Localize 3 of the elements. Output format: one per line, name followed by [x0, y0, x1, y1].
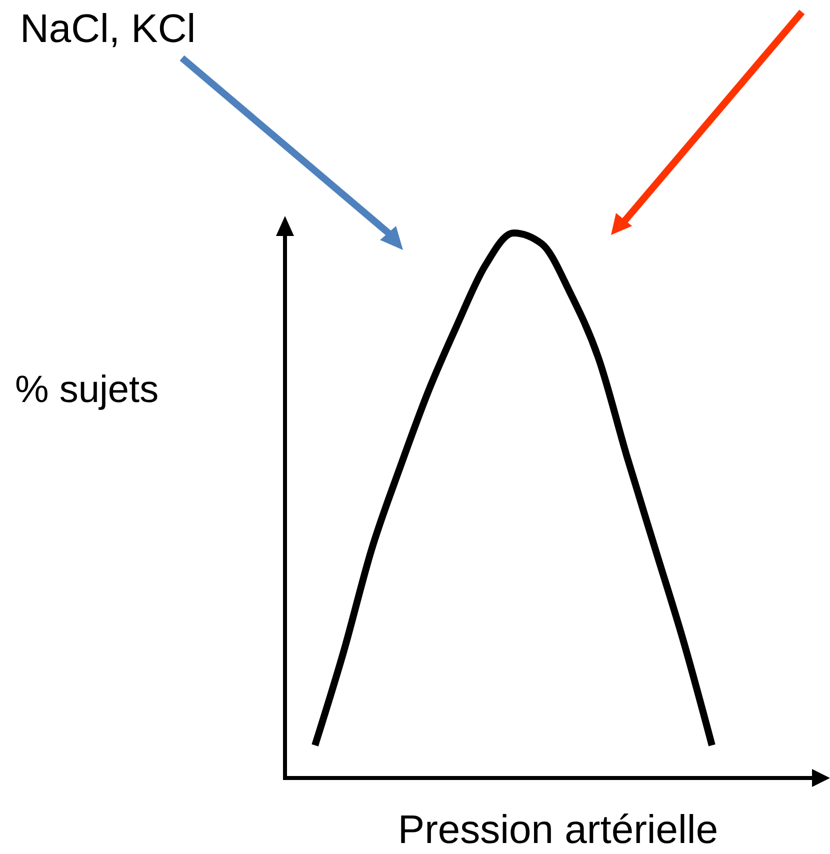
y-axis-title: % sujets: [15, 369, 159, 411]
text: NaCl, KCl: [20, 7, 196, 51]
x-axis-title: Pression artérielle: [398, 808, 718, 852]
